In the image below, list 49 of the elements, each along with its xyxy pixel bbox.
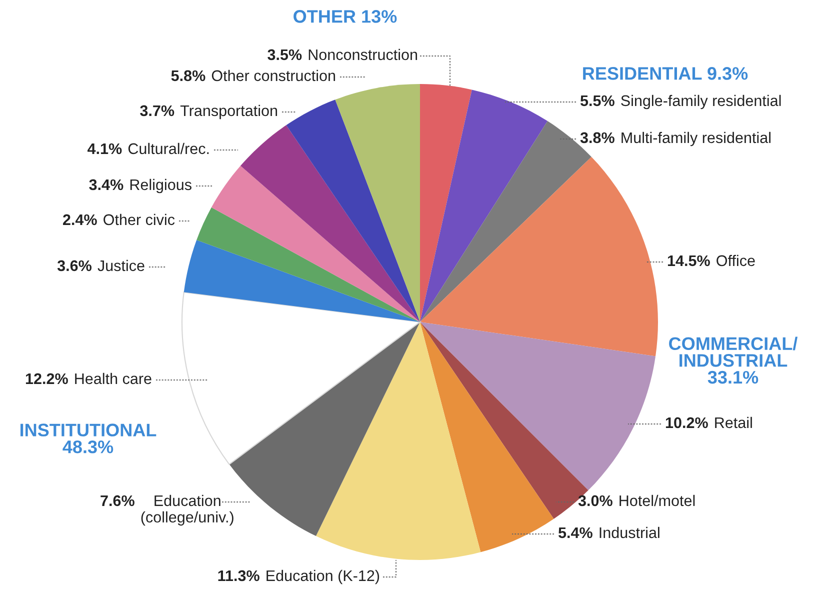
pie-slice xyxy=(420,322,554,552)
data-label: 3.7% xyxy=(140,105,174,116)
text: OTHER 13% xyxy=(294,10,397,23)
pie-slice xyxy=(184,240,420,322)
data-label: 14.5% xyxy=(668,255,710,266)
pie-slice xyxy=(420,156,658,356)
data-label: 5.4% xyxy=(558,527,592,538)
pie-slice xyxy=(420,322,656,490)
text: RESIDENTIAL 9.3% xyxy=(583,67,748,80)
data-label: 3.4% xyxy=(89,179,124,190)
data-label: 3.8% xyxy=(580,132,614,144)
data-label: 7.6% xyxy=(100,495,134,506)
pie-slice xyxy=(316,322,481,560)
slice-label: Other construction xyxy=(212,70,336,82)
pie-slice xyxy=(420,90,548,322)
data-label: 11.3% xyxy=(218,570,260,582)
text: INSTITUTIONAL 48.3% xyxy=(20,424,156,454)
slice-label: Education (college/univ.) xyxy=(141,494,234,526)
slice-label: Hotel/motel xyxy=(620,494,695,506)
slice-label: Justice xyxy=(98,260,144,272)
data-label: 3.5% xyxy=(268,49,302,60)
data-label: 5.8% xyxy=(171,70,206,82)
pie-slice xyxy=(196,207,420,322)
slice-label: Transportation xyxy=(180,104,278,120)
slice-label: Industrial xyxy=(600,526,660,538)
slice-label: Health care xyxy=(75,372,152,384)
data-label: 10.2% xyxy=(666,417,708,428)
pie-slice xyxy=(211,166,420,322)
slice-label: Office xyxy=(716,254,755,266)
slice-label: Retail xyxy=(715,416,752,428)
data-label: 2.4% xyxy=(62,214,97,226)
slice-label: Education (K-12) xyxy=(266,570,380,584)
data-label: 12.2% xyxy=(26,373,68,384)
pie-slice xyxy=(181,292,421,465)
data-label: 4.1% xyxy=(88,143,122,154)
slice-label: Nonconstruction xyxy=(308,48,418,60)
data-label: 5.5% xyxy=(580,95,614,106)
slice-label: Single-family residential xyxy=(621,94,781,110)
pie-slice xyxy=(420,84,472,322)
text: COMMERCIAL/ INDUSTRIAL 33.1% xyxy=(669,336,798,384)
data-label: 3.0% xyxy=(578,495,612,506)
slice-label: Religious xyxy=(130,178,192,194)
data-label: 3.6% xyxy=(57,260,92,272)
pie-slice xyxy=(286,100,420,322)
pie-slice xyxy=(240,125,420,322)
slice-label: Multi-family residential xyxy=(622,132,770,146)
slice-label: Cultural/rec. xyxy=(128,142,209,154)
pie-slice xyxy=(335,84,420,322)
slice-label: Other civic xyxy=(104,214,175,226)
